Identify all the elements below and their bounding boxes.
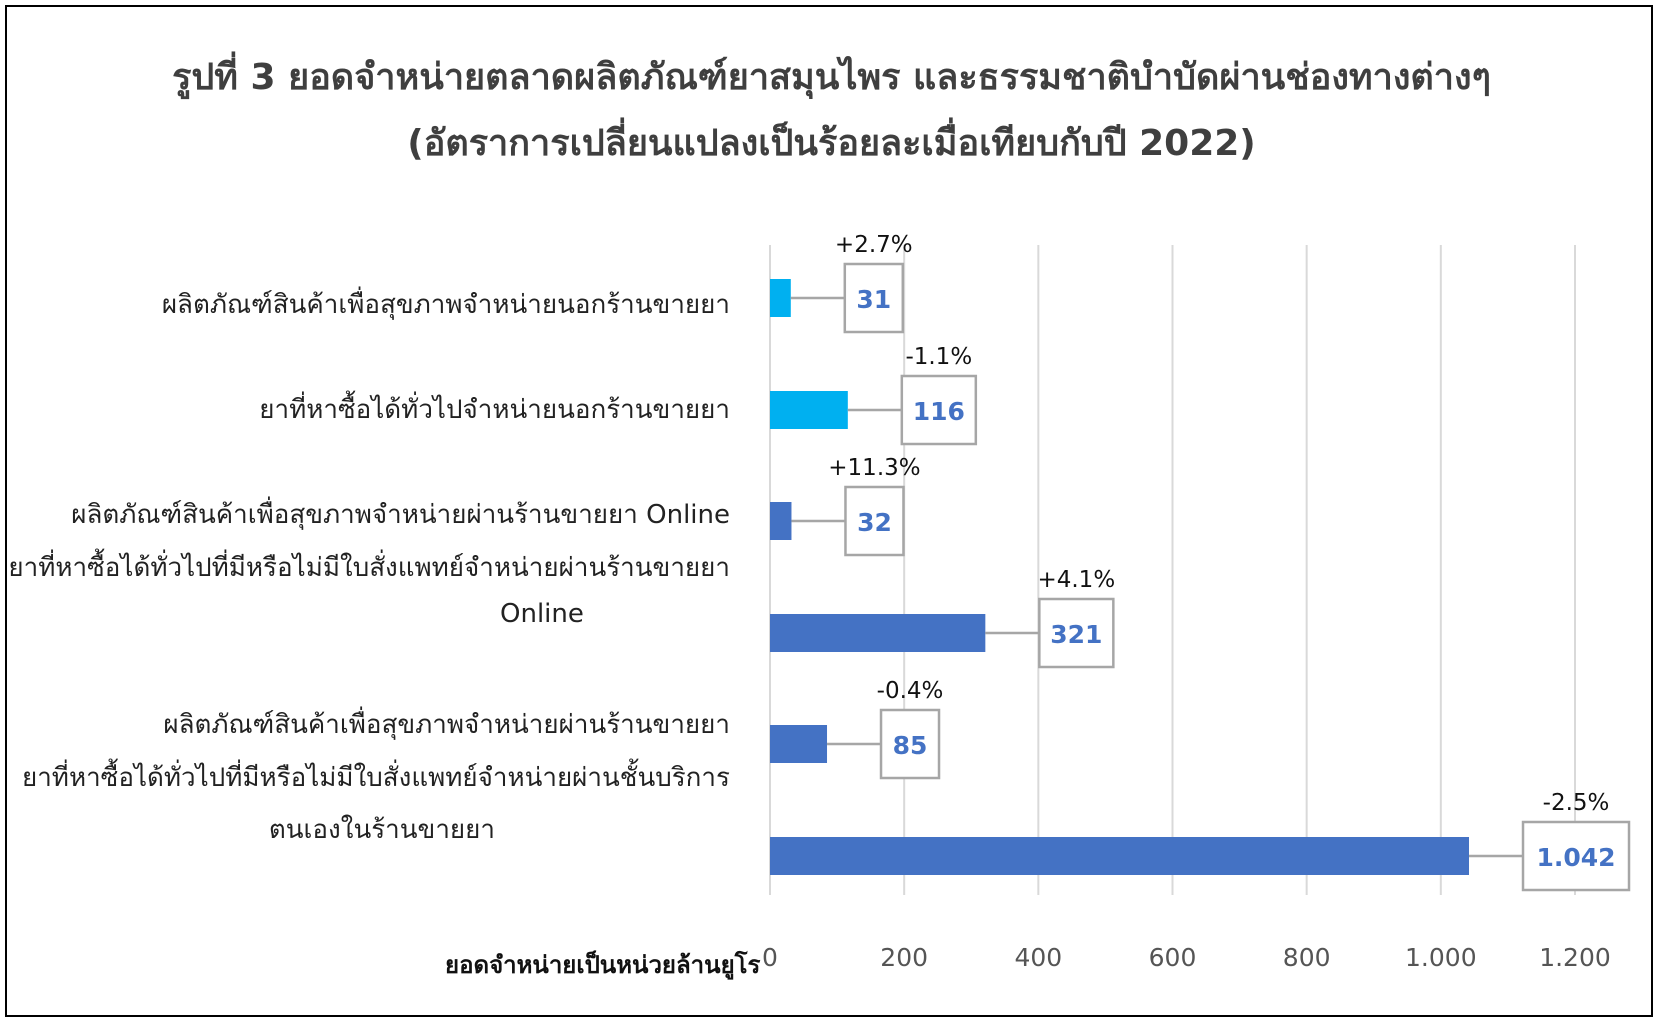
bar-value-label: 1.042 xyxy=(1536,843,1615,872)
bar-value-label: 321 xyxy=(1050,620,1102,649)
category-label-2: ยาที่หาซื้อได้ทั่วไปจำหน่ายนอกร้านขายยา xyxy=(259,395,730,425)
x-tick-label: 1.200 xyxy=(1539,943,1611,972)
category-label-6a: ยาที่หาซื้อได้ทั่วไปที่มีหรือไม่มีใบสั่ง… xyxy=(21,763,730,793)
category-label-4b-text: Online xyxy=(500,599,584,629)
value-callout-box xyxy=(843,262,905,334)
change-percent-label: +2.7% xyxy=(835,232,913,258)
change-percent-label: -0.4% xyxy=(877,678,944,704)
chart-frame xyxy=(5,5,1653,1017)
bar xyxy=(770,614,986,652)
bar xyxy=(770,279,791,317)
chart-title-line2: (อัตราการเปลี่ยนแปลงเป็นร้อยละเมื่อเทียบ… xyxy=(407,123,1256,164)
category-label-4a: ยาที่หาซื้อได้ทั่วไปที่มีหรือไม่มีใบสั่ง… xyxy=(8,553,730,583)
value-callout-box xyxy=(900,374,978,446)
chart-title-line1: รูปที่ 3 ยอดจำหน่ายตลาดผลิตภัณฑ์ยาสมุนไพ… xyxy=(172,57,1491,98)
category-label-5: ผลิตภัณฑ์สินค้าเพื่อสุขภาพจำหน่ายผ่านร้า… xyxy=(163,710,730,740)
change-percent-label: +4.1% xyxy=(1037,567,1115,593)
bar xyxy=(770,391,848,429)
bar-value-label: 85 xyxy=(893,731,928,760)
change-percent-label: -2.5% xyxy=(1543,790,1610,816)
bar-value-label: 32 xyxy=(857,508,892,537)
x-tick-label: 400 xyxy=(1014,943,1062,972)
bar-value-label: 31 xyxy=(856,285,891,314)
category-label-6b: ตนเองในร้านขายยา xyxy=(268,815,495,845)
value-callout-box xyxy=(844,485,905,557)
category-label-1: ผลิตภัณฑ์สินค้าเพื่อสุขภาพจำหน่ายนอกร้าน… xyxy=(161,290,730,320)
x-tick-label: 1.000 xyxy=(1405,943,1477,972)
x-tick-label: 200 xyxy=(880,943,928,972)
bar xyxy=(770,502,792,540)
bar xyxy=(770,837,1470,875)
change-percent-label: +11.3% xyxy=(828,455,920,481)
bar xyxy=(770,725,828,763)
value-callout-box xyxy=(879,708,941,780)
x-axis-title: ยอดจำหน่ายเป็นหน่วยล้านยูโร xyxy=(445,951,761,979)
bar-value-label: 116 xyxy=(913,397,965,426)
x-tick-label: 600 xyxy=(1149,943,1197,972)
category-label-3: ผลิตภัณฑ์สินค้าเพื่อสุขภาพจำหน่ายผ่านร้า… xyxy=(71,500,730,530)
value-callout-box xyxy=(1521,820,1631,892)
x-tick-label: 800 xyxy=(1283,943,1331,972)
value-callout-box xyxy=(1038,597,1115,669)
x-tick-label: 0 xyxy=(762,943,778,972)
change-percent-label: -1.1% xyxy=(905,344,972,370)
